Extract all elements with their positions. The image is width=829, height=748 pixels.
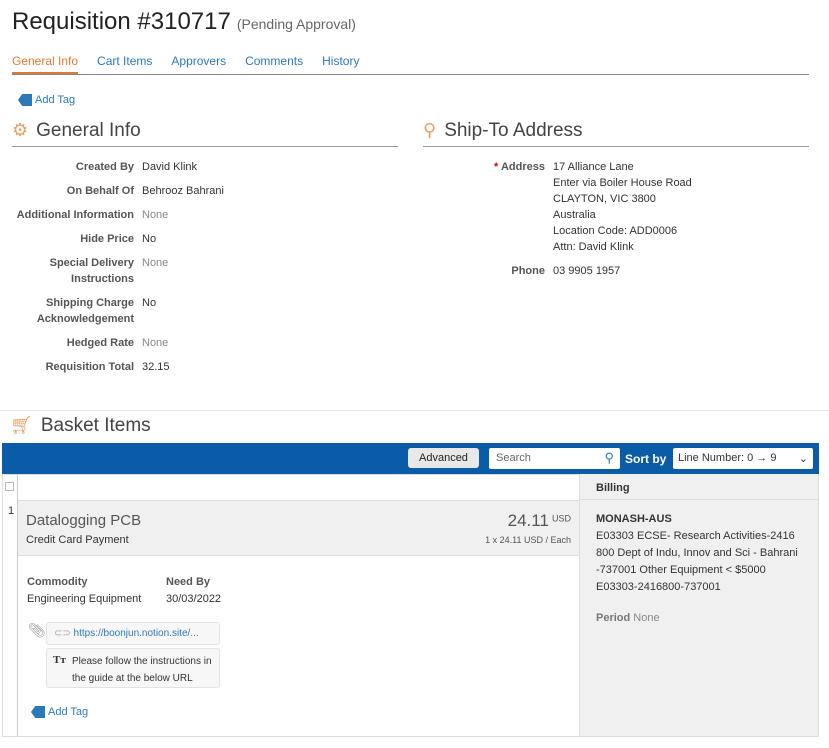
tab-approvers[interactable]: Approvers: [171, 54, 227, 68]
sort-select[interactable]: Line Number: 0 → 9 ⌄: [673, 448, 813, 469]
billing-panel: Billing MONASH-AUS E03303 ECSE- Research…: [579, 474, 818, 736]
search-icon[interactable]: ⚲: [604, 450, 614, 465]
field-label: Hide Price: [80, 233, 134, 245]
field-value: No: [142, 297, 157, 309]
field-value: 32.15: [142, 361, 170, 373]
field-label: Special Delivery Instructions: [49, 257, 134, 285]
status: (Pending Approval): [236, 16, 356, 32]
address-label: * Address: [494, 161, 545, 173]
section-title: Ship-To Address: [444, 120, 583, 141]
tab-bar: General Info Cart Items Approvers Commen…: [12, 54, 809, 75]
basket-toolbar: Advanced Search ⚲ Sort by Line Number: 0 …: [2, 443, 819, 474]
need-by-value: 30/03/2022: [166, 593, 222, 605]
chevron-down-icon: ⌄: [798, 453, 808, 465]
field-value: None: [142, 337, 169, 349]
field-value: None: [142, 209, 169, 221]
billing-header: Billing: [580, 474, 818, 500]
advanced-button[interactable]: Advanced: [408, 448, 479, 468]
item-name[interactable]: Datalogging PCB: [26, 512, 142, 529]
tab-general-info[interactable]: General Info: [12, 54, 79, 74]
tab-history[interactable]: History: [322, 54, 360, 68]
section-title: General Info: [36, 120, 141, 141]
attachment-link[interactable]: ⊂⊃ https://boonjun.notion.site/...: [46, 622, 220, 645]
paperclip-icon: 📎︎: [28, 622, 46, 638]
general-info-header: ⚙ General Info: [12, 120, 398, 147]
phone-value: 03 9905 1957: [553, 265, 621, 277]
commodity-label: Commodity: [27, 576, 88, 588]
field-label: Requisition Total: [45, 361, 134, 373]
field-label: Created By: [75, 161, 134, 173]
item-price: 24.11 USD: [507, 511, 571, 530]
address-value: 17 Alliance Lane Enter via Boiler House R…: [553, 161, 692, 253]
gear-icon: ⚙: [12, 120, 29, 140]
select-all-checkbox[interactable]: [5, 482, 14, 491]
payment-method: Credit Card Payment: [26, 534, 129, 546]
add-tag-label: Add Tag: [48, 706, 89, 718]
tag-icon: [31, 706, 45, 718]
sort-label: Sort by: [625, 452, 667, 466]
field-label: Additional Information: [16, 209, 134, 221]
attachment-note: Tт Please follow the instructions in the …: [46, 648, 220, 688]
tab-cart-items[interactable]: Cart Items: [97, 54, 153, 68]
location-pin-icon: ⚲: [423, 120, 437, 140]
add-tag-button[interactable]: Add Tag: [18, 94, 75, 106]
field-label: Hedged Rate: [66, 337, 134, 349]
phone-label: Phone: [511, 265, 545, 277]
unit-price: 1 x 24.11 USD / Each: [485, 535, 571, 545]
search-input[interactable]: Search ⚲: [489, 448, 620, 469]
tab-comments[interactable]: Comments: [245, 54, 304, 68]
link-icon: ⊂⊃: [54, 628, 71, 639]
text-icon: Tт: [53, 654, 66, 666]
cart-icon: 🛒︎: [10, 415, 33, 435]
field-value: No: [142, 233, 157, 245]
add-tag-label: Add Tag: [35, 94, 76, 106]
ship-to-header: ⚲ Ship-To Address: [423, 120, 809, 147]
field-label: Shipping Charge Acknowledgement: [36, 297, 134, 325]
billing-details: MONASH-AUS E03303 ECSE- Research Activit…: [596, 513, 798, 624]
basket-items-header: 🛒︎ Basket Items: [10, 415, 151, 436]
need-by-label: Need By: [166, 576, 211, 588]
tag-icon: [18, 94, 32, 106]
item-header: Datalogging PCB Credit Card Payment 24.1…: [18, 500, 579, 556]
field-value: Behrooz Bahrani: [142, 185, 224, 197]
field-value: None: [142, 257, 169, 269]
page-title: Requisition #310717 (Pending Approval): [12, 8, 356, 35]
field-value: David Klink: [142, 161, 198, 173]
commodity-value: Engineering Equipment: [27, 593, 142, 605]
field-label: On Behalf Of: [66, 185, 134, 197]
item-add-tag-button[interactable]: Add Tag: [31, 706, 88, 718]
line-number: 1: [8, 505, 15, 517]
